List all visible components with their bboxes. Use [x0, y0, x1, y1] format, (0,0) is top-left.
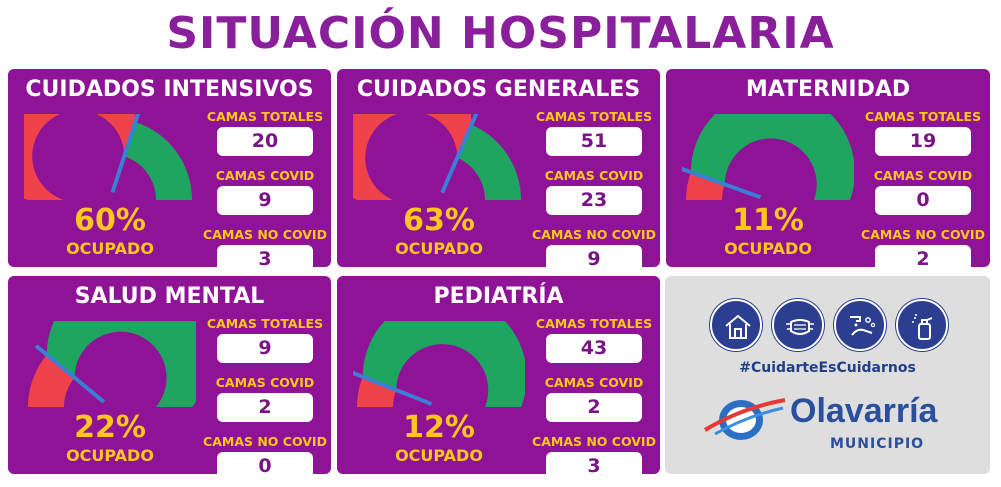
card-title: CUIDADOS INTENSIVOS: [25, 77, 314, 102]
occupancy-gauge: [24, 114, 192, 200]
card-cuidados-generales: CUIDADOS GENERALES 63% OCUPADO CAMAS TOT…: [337, 69, 660, 267]
occupancy-percent: 63%: [403, 203, 475, 238]
total-beds-label: CAMAS TOTALES: [864, 109, 982, 124]
card-pediatria: PEDIATRÍA 12% OCUPADO CAMAS TOTALES 43 C…: [337, 276, 660, 474]
gauge-occupied-arc: [24, 114, 136, 200]
total-beds-label: CAMAS TOTALES: [535, 109, 653, 124]
gauge-free-arc: [362, 321, 525, 407]
non-covid-beds-value: 3: [217, 245, 313, 267]
non-covid-beds-value: 9: [546, 245, 642, 267]
bed-stats: CAMAS TOTALES 19 CAMAS COVID 0 CAMAS NO …: [859, 109, 987, 267]
non-covid-beds-label: CAMAS NO COVID: [861, 227, 985, 242]
occupied-label: OCUPADO: [66, 446, 154, 465]
total-beds-value: 20: [217, 127, 313, 156]
occupancy-gauge: [353, 114, 521, 200]
covid-beds-label: CAMAS COVID: [215, 168, 315, 183]
non-covid-beds-value: 3: [546, 452, 642, 474]
occupied-label: OCUPADO: [66, 239, 154, 258]
card-cuidados-intensivos: CUIDADOS INTENSIVOS 60% OCUPADO CAMAS TO…: [8, 69, 331, 267]
total-beds-label: CAMAS TOTALES: [206, 109, 324, 124]
covid-beds-value: 2: [546, 393, 642, 422]
total-beds-value: 43: [546, 334, 642, 363]
gauge-free-arc: [690, 114, 854, 200]
occupied-label: OCUPADO: [395, 446, 483, 465]
gauge-free-arc: [46, 321, 196, 407]
bed-stats: CAMAS TOTALES 20 CAMAS COVID 9 CAMAS NO …: [201, 109, 329, 267]
total-beds-value: 51: [546, 127, 642, 156]
gauge-free-arc: [457, 124, 521, 200]
occupancy-percent: 60%: [74, 203, 146, 238]
occupancy-percent: 22%: [74, 410, 146, 445]
gauge-occupied-arc: [357, 376, 397, 407]
non-covid-beds-value: 0: [217, 452, 313, 474]
occupied-label: OCUPADO: [724, 239, 812, 258]
covid-beds-label: CAMAS COVID: [873, 168, 973, 183]
covid-beds-value: 0: [875, 186, 971, 215]
non-covid-beds-label: CAMAS NO COVID: [532, 434, 656, 449]
page-title: SITUACIÓN HOSPITALARIA: [166, 8, 835, 59]
total-beds-label: CAMAS TOTALES: [535, 316, 653, 331]
covid-beds-value: 2: [217, 393, 313, 422]
gauge-needle: [34, 344, 106, 404]
non-covid-beds-label: CAMAS NO COVID: [203, 434, 327, 449]
gauge-occupied-arc: [353, 114, 472, 200]
covid-beds-value: 23: [546, 186, 642, 215]
gauge-needle: [440, 114, 479, 194]
prevention-icons: [710, 299, 950, 351]
face-mask-icon: [772, 299, 824, 351]
hashtag: #CuidarteEsCuidarnos: [739, 360, 916, 376]
total-beds-value: 9: [217, 334, 313, 363]
occupancy-gauge: [353, 321, 525, 407]
total-beds-label: CAMAS TOTALES: [206, 316, 324, 331]
bed-stats: CAMAS TOTALES 9 CAMAS COVID 2 CAMAS NO C…: [201, 316, 329, 474]
gauge-free-arc: [124, 122, 192, 200]
gauge-needle: [353, 370, 433, 406]
total-beds-value: 19: [875, 127, 971, 156]
logo-subtitle: MUNICIPIO: [830, 436, 925, 452]
covid-beds-label: CAMAS COVID: [544, 375, 644, 390]
occupancy-gauge: [28, 321, 196, 407]
card-salud-mental: SALUD MENTAL 22% OCUPADO CAMAS TOTALES 9…: [8, 276, 331, 474]
gauge-occupied-arc: [28, 354, 75, 407]
occupancy-percent: 11%: [732, 203, 804, 238]
olavarria-logo-icon: [703, 398, 786, 440]
logo-name: Olavarría: [790, 392, 938, 430]
covid-beds-label: CAMAS COVID: [544, 168, 644, 183]
non-covid-beds-value: 2: [875, 245, 971, 267]
card-title: PEDIATRÍA: [433, 284, 564, 309]
gauge-needle: [110, 114, 141, 194]
card-title: CUIDADOS GENERALES: [356, 77, 641, 102]
occupied-label: OCUPADO: [395, 239, 483, 258]
card-title: MATERNIDAD: [745, 77, 911, 102]
occupancy-gauge: [682, 114, 854, 200]
covid-beds-label: CAMAS COVID: [215, 375, 315, 390]
non-covid-beds-label: CAMAS NO COVID: [532, 227, 656, 242]
info-panel: #CuidarteEsCuidarnos Olavarría MUNICIPIO: [665, 276, 990, 474]
covid-beds-value: 9: [217, 186, 313, 215]
bed-stats: CAMAS TOTALES 43 CAMAS COVID 2 CAMAS NO …: [530, 316, 658, 474]
sanitizer-spray-icon: [896, 299, 948, 351]
card-maternidad: MATERNIDAD 11% OCUPADO CAMAS TOTALES 19 …: [666, 69, 990, 267]
occupancy-percent: 12%: [403, 410, 475, 445]
non-covid-beds-label: CAMAS NO COVID: [203, 227, 327, 242]
bed-stats: CAMAS TOTALES 51 CAMAS COVID 23 CAMAS NO…: [530, 109, 658, 267]
house-icon: [710, 299, 762, 351]
card-title: SALUD MENTAL: [74, 284, 265, 309]
gauge-needle: [682, 166, 762, 200]
hand-washing-icon: [834, 299, 886, 351]
gauge-occupied-arc: [686, 172, 725, 200]
